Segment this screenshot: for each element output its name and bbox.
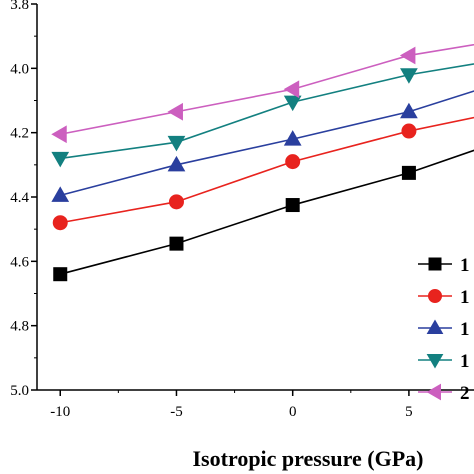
x-axis-label: Isotropic pressure (GPa)	[193, 446, 424, 471]
data-point	[167, 135, 186, 152]
legend-label: 1	[460, 255, 470, 276]
y-tick-label: 3.8	[10, 0, 29, 13]
ticks: -10 -5 0 5 3.8 4.0 4.2 4.4 4.6 4.8 5.0	[10, 0, 468, 420]
data-point	[400, 102, 418, 119]
data-point	[400, 68, 418, 84]
data-point	[426, 319, 444, 334]
y-tick-label: 4.6	[10, 254, 29, 270]
y-tick-label: 4.0	[10, 61, 29, 77]
data-point	[52, 215, 68, 231]
y-tick-label: 5.0	[10, 383, 29, 399]
x-tick-label: 5	[405, 404, 413, 420]
data-point	[283, 95, 302, 112]
data-point	[283, 80, 300, 99]
legend-label: 1	[460, 287, 470, 308]
legend-label: 1	[460, 319, 470, 340]
data-point	[283, 130, 302, 146]
data-point	[51, 186, 70, 202]
data-point	[167, 102, 183, 121]
y-tick-label: 4.8	[10, 319, 29, 335]
data-point	[401, 123, 417, 139]
legend: 1 1 1 1 2	[418, 255, 470, 404]
series-line-0	[60, 149, 474, 275]
data-point	[399, 46, 416, 65]
data-point	[401, 165, 416, 180]
x-tick-label: -5	[170, 404, 183, 420]
y-tick-label: 4.2	[10, 126, 29, 142]
data-point	[169, 236, 184, 251]
data-point	[428, 289, 442, 303]
data-point	[53, 267, 68, 282]
x-tick-label: 0	[289, 404, 297, 420]
data-point	[426, 383, 441, 401]
data-point	[168, 194, 184, 210]
legend-label: 2	[460, 383, 470, 404]
data-point	[51, 151, 70, 168]
series-markers	[51, 46, 418, 282]
axes	[36, 4, 474, 391]
data-point	[167, 155, 186, 172]
y-tick-label: 4.4	[10, 190, 29, 206]
data-point	[426, 354, 444, 369]
data-point	[51, 125, 67, 144]
data-point	[428, 257, 442, 271]
data-point	[285, 154, 301, 170]
data-point	[285, 198, 300, 213]
legend-label: 1	[460, 351, 470, 372]
x-tick-label: -10	[50, 404, 70, 420]
